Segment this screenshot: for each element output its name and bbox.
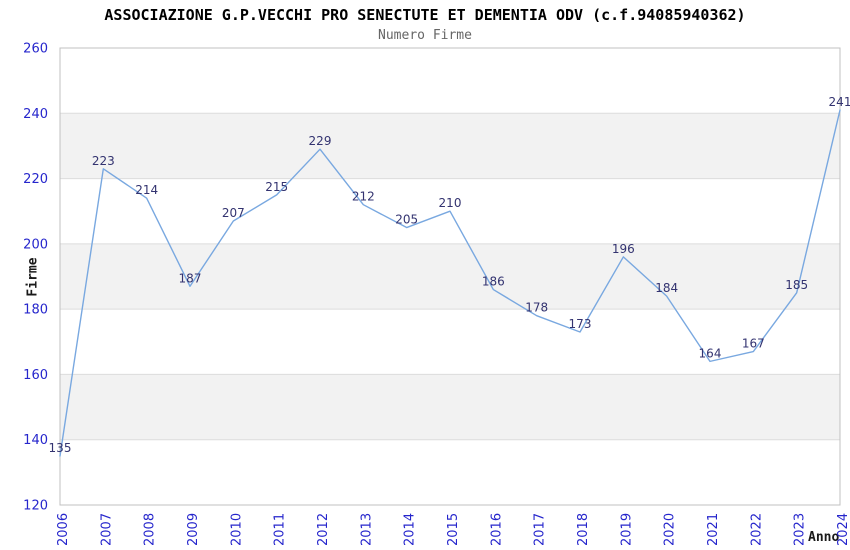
chart-subtitle: Numero Firme (378, 28, 472, 43)
data-point-label: 178 (525, 301, 548, 315)
x-tick-label: 2017 (533, 513, 548, 546)
data-point-label: 212 (352, 190, 375, 204)
data-point-label: 241 (829, 95, 850, 109)
x-tick-label: 2014 (403, 513, 418, 546)
data-point-label: 186 (482, 275, 505, 289)
y-tick-label: 200 (23, 237, 48, 252)
x-tick-label: 2011 (273, 513, 288, 546)
x-tick-label: 2006 (56, 513, 71, 546)
data-point-label: 184 (655, 281, 678, 295)
x-axis-title: Anno (808, 530, 840, 545)
y-tick-label: 180 (23, 303, 48, 318)
x-tick-label: 2022 (749, 513, 764, 546)
data-point-label: 164 (699, 346, 722, 360)
plot-band (60, 374, 840, 440)
data-point-label: 210 (439, 196, 462, 210)
x-tick-label: 2021 (706, 513, 721, 546)
x-tick-label: 2009 (186, 513, 201, 546)
x-tick-label: 2008 (143, 513, 158, 546)
y-tick-label: 120 (23, 499, 48, 514)
x-tick-label: 2016 (489, 513, 504, 546)
data-point-label: 229 (309, 134, 332, 148)
x-tick-label: 2007 (99, 513, 114, 546)
data-point-label: 187 (179, 271, 202, 285)
x-tick-label: 2024 (836, 513, 850, 546)
data-point-label: 135 (49, 441, 72, 455)
x-tick-label: 2013 (359, 513, 374, 546)
x-tick-label: 2010 (229, 513, 244, 546)
data-point-label: 167 (742, 337, 765, 351)
x-tick-label: 2019 (619, 513, 634, 546)
x-tick-label: 2020 (663, 513, 678, 546)
series-line (59, 109, 841, 457)
plot-band (60, 113, 840, 179)
plot-border (59, 47, 841, 506)
data-point-label: 185 (785, 278, 808, 292)
y-tick-label: 160 (23, 368, 48, 383)
x-tick-label: 2018 (576, 513, 591, 546)
y-tick-label: 140 (23, 433, 48, 448)
y-tick-label: 240 (23, 107, 48, 122)
data-point-label: 215 (265, 180, 288, 194)
data-point-label: 207 (222, 206, 245, 220)
plot-band (60, 243, 840, 310)
data-point-label: 205 (395, 213, 418, 227)
data-point-label: 196 (612, 242, 635, 256)
x-tick-label: 2015 (446, 513, 461, 546)
data-point-label: 223 (92, 154, 115, 168)
y-tick-label: 220 (23, 172, 48, 187)
x-tick-label: 2012 (316, 513, 331, 546)
data-point-label: 214 (135, 183, 158, 197)
chart-title: ASSOCIAZIONE G.P.VECCHI PRO SENECTUTE ET… (104, 6, 746, 24)
y-tick-label: 260 (23, 42, 48, 57)
data-point-label: 173 (569, 317, 592, 331)
x-tick-label: 2023 (793, 513, 808, 546)
